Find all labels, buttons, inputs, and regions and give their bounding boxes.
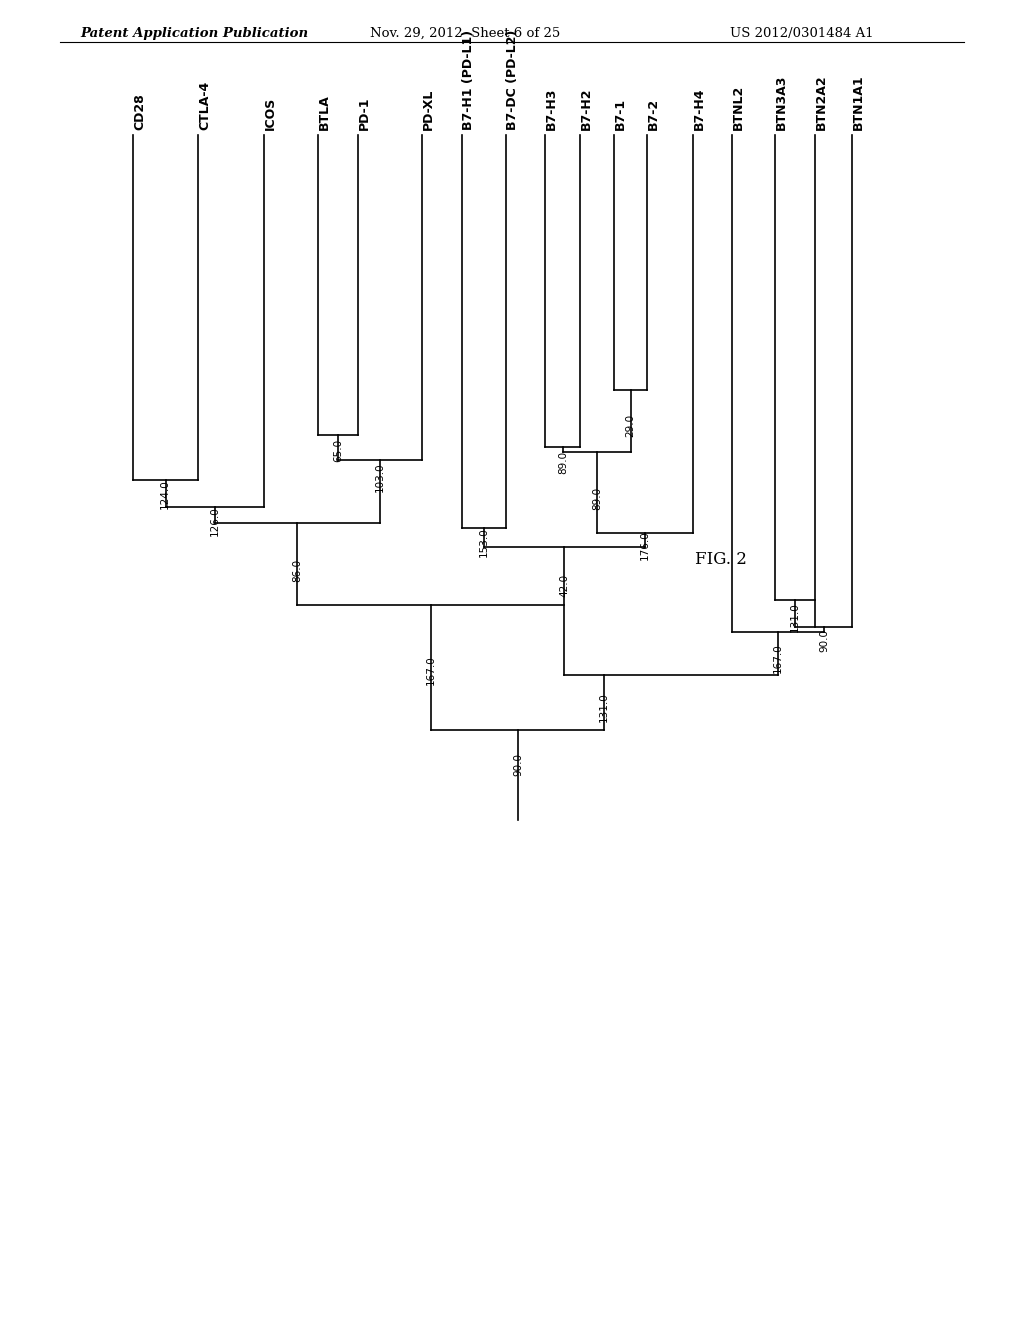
Text: Patent Application Publication: Patent Application Publication	[80, 26, 308, 40]
Text: B7-1: B7-1	[614, 98, 627, 129]
Text: 86.0: 86.0	[292, 558, 302, 582]
Text: BTN3A3: BTN3A3	[775, 75, 788, 129]
Text: 89.0: 89.0	[558, 450, 568, 474]
Text: US 2012/0301484 A1: US 2012/0301484 A1	[730, 26, 873, 40]
Text: B7-H4: B7-H4	[693, 87, 706, 129]
Text: 131.0: 131.0	[790, 602, 800, 632]
Text: PD-1: PD-1	[358, 96, 371, 129]
Text: B7-DC (PD-L2): B7-DC (PD-L2)	[506, 29, 519, 129]
Text: B7-H2: B7-H2	[580, 87, 593, 129]
Text: B7-H1 (PD-L1): B7-H1 (PD-L1)	[462, 30, 475, 129]
Text: 131.0: 131.0	[599, 692, 609, 722]
Text: ICOS: ICOS	[264, 96, 278, 129]
Text: 89.0: 89.0	[592, 487, 602, 510]
Text: 167.0: 167.0	[773, 643, 783, 673]
Text: 103.0: 103.0	[375, 462, 385, 492]
Text: FIG. 2: FIG. 2	[695, 552, 746, 569]
Text: B7-2: B7-2	[647, 98, 660, 129]
Text: B7-H3: B7-H3	[545, 87, 558, 129]
Text: CTLA-4: CTLA-4	[198, 81, 211, 129]
Text: BTN2A2: BTN2A2	[815, 74, 828, 129]
Text: BTNL2: BTNL2	[732, 84, 745, 129]
Text: 90.0: 90.0	[513, 754, 523, 776]
Text: 90.0: 90.0	[819, 628, 829, 652]
Text: BTN1A1: BTN1A1	[852, 74, 865, 129]
Text: 29.0: 29.0	[625, 413, 635, 437]
Text: 126.0: 126.0	[210, 506, 220, 536]
Text: 153.0: 153.0	[479, 527, 489, 557]
Text: 65.0: 65.0	[333, 438, 343, 462]
Text: 167.0: 167.0	[426, 655, 436, 685]
Text: PD-XL: PD-XL	[422, 88, 435, 129]
Text: CD28: CD28	[133, 94, 146, 129]
Text: Nov. 29, 2012  Sheet 6 of 25: Nov. 29, 2012 Sheet 6 of 25	[370, 26, 560, 40]
Text: 124.0: 124.0	[160, 479, 170, 510]
Text: 42.0: 42.0	[559, 573, 569, 597]
Text: 176.0: 176.0	[640, 531, 650, 560]
Text: BTLA: BTLA	[318, 94, 331, 129]
